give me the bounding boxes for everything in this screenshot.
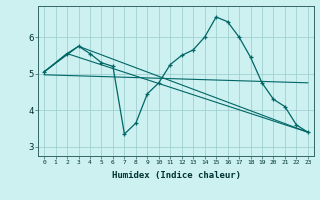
X-axis label: Humidex (Indice chaleur): Humidex (Indice chaleur) <box>111 171 241 180</box>
